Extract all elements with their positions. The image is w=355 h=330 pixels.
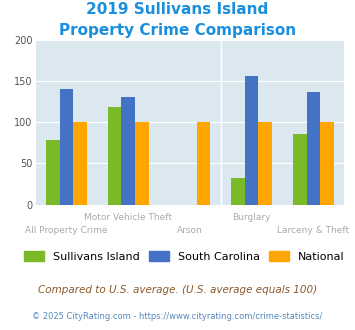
Bar bbox=[231, 178, 245, 205]
Bar bbox=[108, 107, 121, 205]
Text: Motor Vehicle Theft: Motor Vehicle Theft bbox=[84, 213, 172, 222]
Text: Property Crime Comparison: Property Crime Comparison bbox=[59, 23, 296, 38]
Bar bbox=[121, 97, 135, 205]
Text: Compared to U.S. average. (U.S. average equals 100): Compared to U.S. average. (U.S. average … bbox=[38, 285, 317, 295]
Bar bbox=[320, 122, 334, 205]
Text: Larceny & Theft: Larceny & Theft bbox=[277, 226, 350, 235]
Bar bbox=[73, 122, 87, 205]
Text: Arson: Arson bbox=[177, 226, 203, 235]
Text: All Property Crime: All Property Crime bbox=[25, 226, 108, 235]
Bar bbox=[135, 122, 148, 205]
Bar bbox=[307, 92, 320, 205]
Text: © 2025 CityRating.com - https://www.cityrating.com/crime-statistics/: © 2025 CityRating.com - https://www.city… bbox=[32, 312, 323, 321]
Legend: Sullivans Island, South Carolina, National: Sullivans Island, South Carolina, Nation… bbox=[20, 247, 349, 266]
Text: Burglary: Burglary bbox=[233, 213, 271, 222]
Bar bbox=[245, 76, 258, 205]
Bar bbox=[258, 122, 272, 205]
Bar bbox=[60, 89, 73, 205]
Bar bbox=[46, 140, 60, 205]
Bar bbox=[197, 122, 210, 205]
Text: 2019 Sullivans Island: 2019 Sullivans Island bbox=[86, 2, 269, 16]
Bar bbox=[293, 135, 307, 205]
